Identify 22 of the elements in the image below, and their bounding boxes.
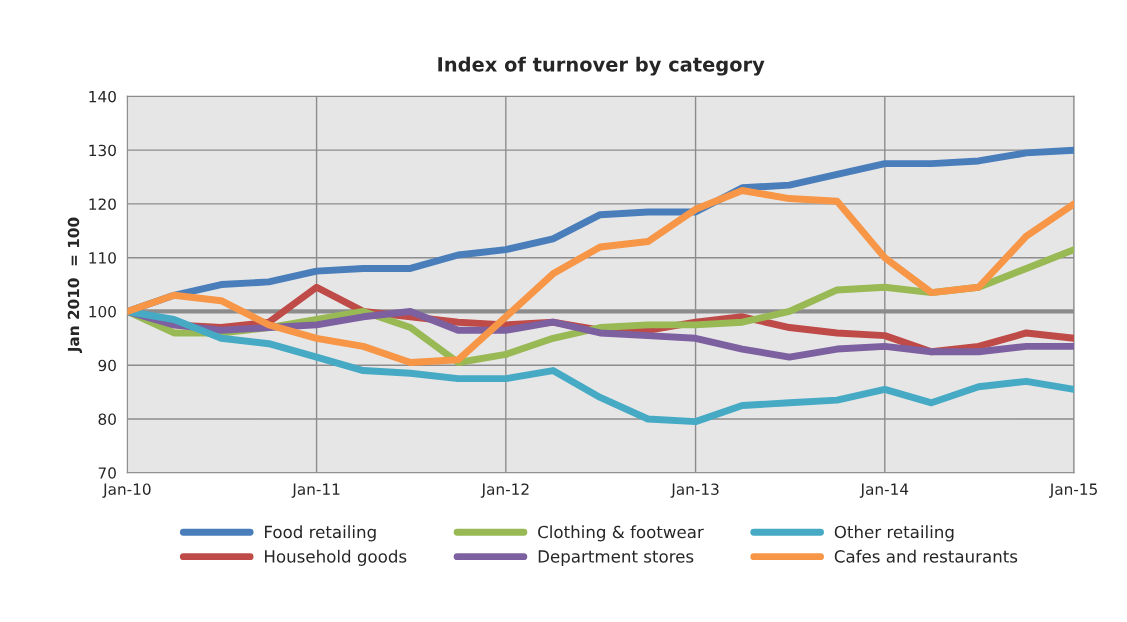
y-tick-label: 110: [89, 252, 116, 264]
y-tick-label: 70: [98, 467, 116, 479]
legend-label: Clothing & footwear: [538, 525, 704, 542]
y-tick-label: 130: [89, 144, 116, 157]
y-tick-label: 140: [89, 90, 116, 103]
y-axis-title: Jan 2010 = 100: [67, 217, 83, 354]
y-tick-label: 120: [89, 198, 116, 210]
x-tick-label: Jan-10: [102, 483, 151, 498]
legend-label: Food retailing: [265, 525, 376, 542]
legend-label: Department stores: [538, 550, 694, 566]
x-tick-label: Jan-14: [859, 483, 909, 498]
x-tick-label: Jan-11: [291, 483, 340, 498]
x-tick-label: Jan-15: [1048, 483, 1097, 498]
y-tick-label: 80: [98, 413, 116, 425]
x-tick-label: Jan-12: [480, 483, 529, 498]
chart-title: Index of turnover by category: [438, 56, 765, 76]
legend-label: Cafes and restaurants: [834, 549, 1018, 563]
legend-label: Other retailing: [834, 525, 954, 542]
legend-label: Household goods: [265, 549, 407, 566]
y-tick-label: 100: [89, 305, 116, 318]
y-tick-label: 90: [98, 359, 116, 372]
x-tick-label: Jan-13: [670, 483, 719, 498]
